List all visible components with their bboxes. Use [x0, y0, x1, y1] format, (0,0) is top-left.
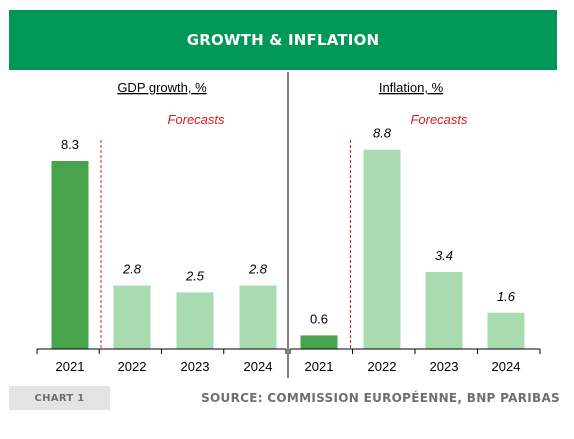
inflation-bar-2024 [487, 312, 525, 349]
gdp-panel-title: GDP growth, % [117, 80, 207, 95]
inflation-forecasts-annotation: Forecasts [410, 112, 468, 127]
inflation-x-tick-2023: 2023 [430, 359, 459, 374]
gdp-x-tick-2024: 2024 [244, 359, 273, 374]
gdp-bar-2024 [239, 285, 277, 349]
gdp-value-label-2023: 2.5 [185, 268, 205, 283]
inflation-bar-2022 [363, 149, 401, 349]
inflation-value-label-2024: 1.6 [497, 289, 516, 304]
gdp-value-label-2022: 2.8 [122, 262, 142, 277]
gdp-bar-2021 [51, 161, 89, 349]
gdp-bar-2022 [113, 285, 151, 349]
gdp-value-label-2024: 2.8 [248, 262, 268, 277]
chart-banner: GROWTH & INFLATION [9, 10, 557, 70]
chart-title: GROWTH & INFLATION [186, 31, 380, 49]
source-note: SOURCE: COMMISSION EUROPÉENNE, BNP PARIB… [201, 391, 560, 405]
gdp-bar-2023 [176, 292, 214, 349]
inflation-bar-2023 [425, 271, 463, 349]
gdp-value-label-2021: 8.3 [61, 137, 79, 152]
inflation-panel-title: Inflation, % [379, 80, 444, 95]
chart-number-label: CHART 1 [9, 386, 110, 410]
inflation-value-label-2023: 3.4 [435, 248, 453, 263]
inflation-x-tick-2021: 2021 [305, 359, 334, 374]
inflation-bar-2021 [300, 335, 338, 349]
gdp-x-tick-2022: 2022 [118, 359, 147, 374]
inflation-value-label-2022: 8.8 [373, 126, 392, 141]
gdp-x-tick-2021: 2021 [56, 359, 85, 374]
gdp-x-tick-2023: 2023 [181, 359, 210, 374]
gdp-forecasts-annotation: Forecasts [167, 112, 225, 127]
inflation-x-tick-2022: 2022 [368, 359, 397, 374]
inflation-value-label-2021: 0.6 [310, 311, 328, 326]
inflation-x-tick-2024: 2024 [492, 359, 521, 374]
